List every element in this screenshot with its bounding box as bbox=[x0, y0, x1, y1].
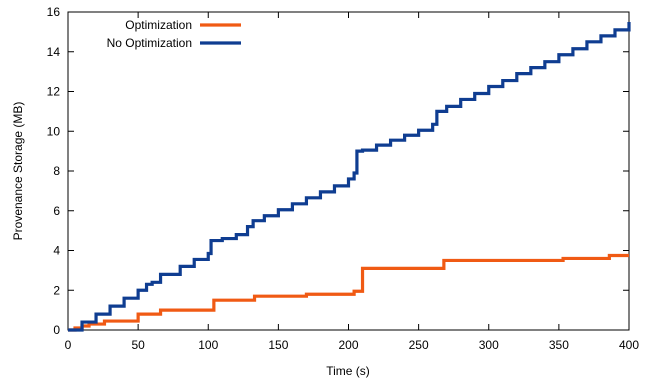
x-axis-title: Time (s) bbox=[326, 364, 370, 378]
y-tick-label: 2 bbox=[53, 283, 60, 297]
y-tick-label: 4 bbox=[53, 244, 60, 258]
y-tick-label: 14 bbox=[47, 45, 61, 59]
x-tick-label: 300 bbox=[479, 338, 499, 352]
legend-label-no-optimization: No Optimization bbox=[107, 36, 192, 50]
series-line-optimization bbox=[68, 253, 629, 332]
x-tick-label: 50 bbox=[131, 338, 145, 352]
y-tick-label: 8 bbox=[53, 164, 60, 178]
series-group bbox=[68, 21, 631, 332]
x-tick-label: 0 bbox=[65, 338, 72, 352]
x-tick-label: 150 bbox=[268, 338, 288, 352]
x-tick-label: 250 bbox=[409, 338, 429, 352]
x-tick-label: 350 bbox=[549, 338, 569, 352]
axis-ticks: 0 50 100 150 200 250 300 350 400 0 2 4 6 8 10 12 14 16 bbox=[47, 5, 640, 352]
legend-label-optimization: Optimization bbox=[125, 18, 192, 32]
legend: Optimization No Optimization bbox=[107, 18, 241, 50]
y-tick-label: 10 bbox=[47, 124, 61, 138]
x-tick-label: 100 bbox=[198, 338, 218, 352]
y-axis-title: Provenance Storage (MB) bbox=[11, 102, 25, 241]
series-line-no-optimization bbox=[68, 21, 631, 332]
y-tick-label: 16 bbox=[47, 5, 61, 19]
y-tick-label: 6 bbox=[53, 204, 60, 218]
x-tick-label: 200 bbox=[338, 338, 358, 352]
y-tick-label: 0 bbox=[53, 323, 60, 337]
y-tick-label: 12 bbox=[47, 85, 61, 99]
x-tick-label: 400 bbox=[619, 338, 639, 352]
